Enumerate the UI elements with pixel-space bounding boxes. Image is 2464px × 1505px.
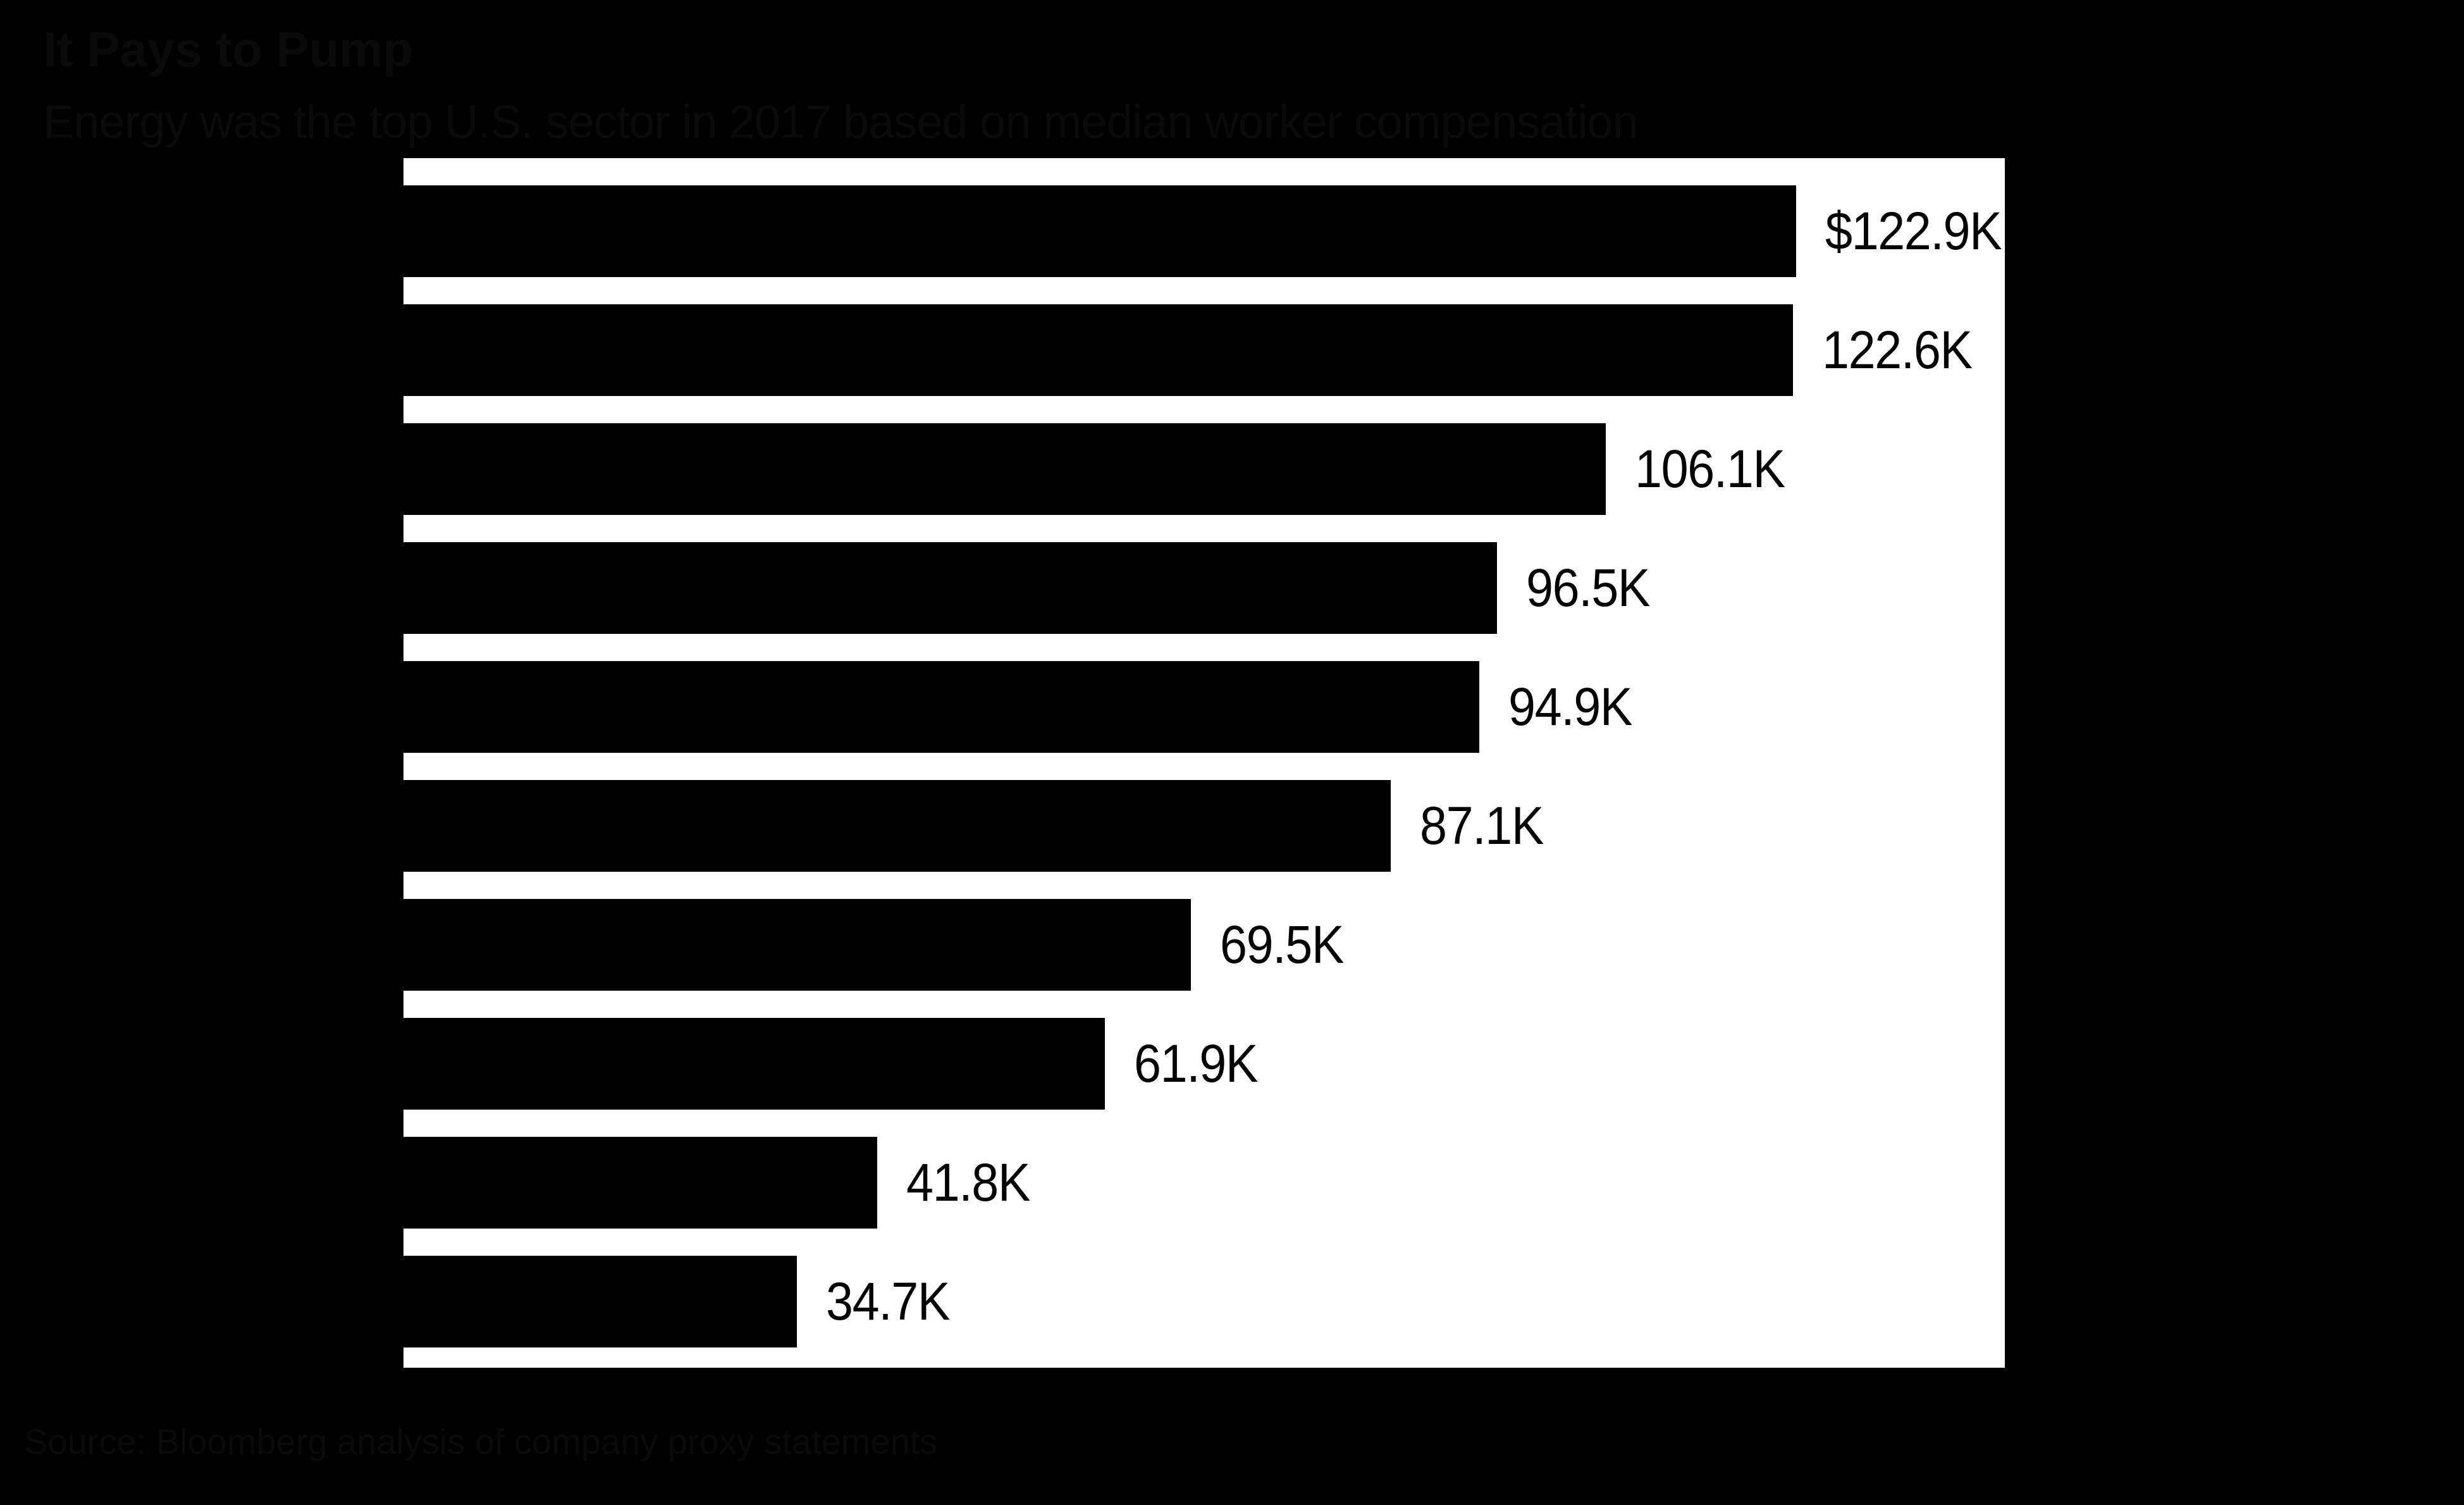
bar [403,1256,797,1347]
bar-value-label: 94.9K [1508,677,1632,736]
bar-value-label: 34.7K [825,1272,950,1331]
bar [403,185,1797,277]
bar [403,780,1391,872]
bar [403,899,1192,991]
bar [403,423,1606,515]
bar-value-label: 96.5K [1526,558,1650,617]
bar-row: 106.1K [403,423,2005,515]
bar [403,661,1479,753]
bar-row: 94.9K [403,661,2005,753]
bar-row: 87.1K [403,780,2005,872]
bar [403,304,1793,396]
bar-row: 61.9K [403,1018,2005,1110]
bar-value-label: 41.8K [906,1153,1030,1212]
bar-row: $122.9K [403,185,2005,277]
bar [403,1018,1106,1110]
bar-value-label: 122.6K [1821,320,1973,380]
bar-value-label: 87.1K [1419,796,1544,855]
bar-row: 41.8K [403,1137,2005,1229]
bar [403,542,1498,634]
bar-row: 34.7K [403,1256,2005,1347]
bar-row: 96.5K [403,542,2005,634]
source-note: Source: Bloomberg analysis of company pr… [24,1421,938,1461]
bar-row: 122.6K [403,304,2005,396]
plot-area: $122.9K 122.6K 106.1K 96.5K 94.9K 87.1K … [403,158,2005,1368]
chart-title: It Pays to Pump [43,22,414,77]
bar [403,1137,878,1229]
chart-subtitle: Energy was the top U.S. sector in 2017 b… [43,96,1639,148]
bar-value-label: 69.5K [1220,915,1344,974]
bar-value-label: $122.9K [1825,201,2002,261]
bar-value-label: 61.9K [1134,1034,1258,1093]
bar-value-label: 106.1K [1635,439,1785,499]
bar-row: 69.5K [403,899,2005,991]
